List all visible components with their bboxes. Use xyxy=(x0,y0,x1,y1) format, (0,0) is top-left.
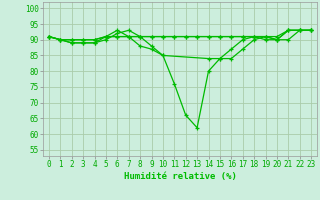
X-axis label: Humidité relative (%): Humidité relative (%) xyxy=(124,172,236,181)
